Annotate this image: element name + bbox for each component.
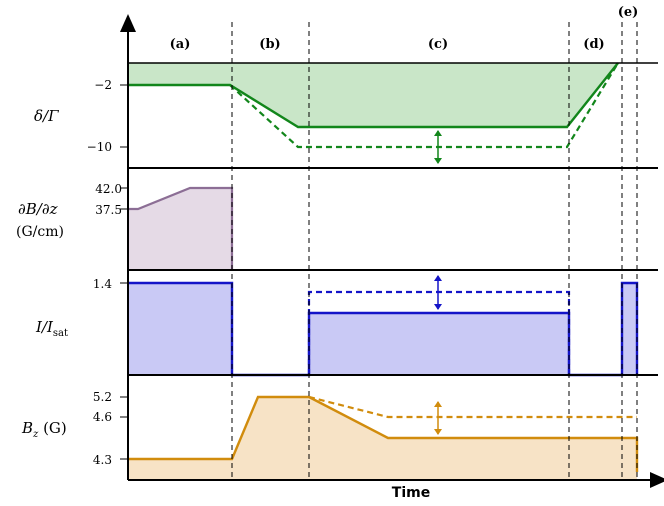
bfield-arrow-up xyxy=(434,401,442,407)
gradient-axis-label: ∂B/∂z xyxy=(18,200,58,218)
gradient-tick-42: 42.0 xyxy=(95,182,122,196)
gradient-panel: 42.0 37.5 ∂B/∂z (G/cm) xyxy=(16,182,234,270)
intensity-arrow-down xyxy=(434,304,442,310)
detuning-arrow-up xyxy=(434,130,442,136)
bfield-line-dashed xyxy=(308,395,637,419)
phase-label-c: (c) xyxy=(428,37,448,52)
intensity-fill-a xyxy=(128,283,232,375)
phase-separators xyxy=(231,22,638,480)
intensity-axis-label: I/Isat xyxy=(35,318,68,339)
gradient-axis-unit: (G/cm) xyxy=(16,224,64,240)
intensity-axis-label-main: I/I xyxy=(35,318,54,336)
intensity-line-dashed xyxy=(307,290,571,375)
gradient-fill xyxy=(128,188,232,270)
intensity-fill-e xyxy=(622,283,637,375)
phase-label-e: (e) xyxy=(618,5,639,20)
bfield-fill xyxy=(128,397,637,480)
detuning-axis-label: δ/Γ xyxy=(34,107,59,125)
bfield-tick-5-2: 5.2 xyxy=(93,390,112,404)
detuning-line-solid xyxy=(128,62,619,129)
bfield-arrow-down xyxy=(434,429,442,435)
bfield-tick-4-3: 4.3 xyxy=(93,453,112,467)
detuning-panel: −2 −10 δ/Γ xyxy=(34,62,658,164)
intensity-axis-label-sub: sat xyxy=(53,328,68,339)
bfield-axis-label-unit: (G) xyxy=(38,419,66,437)
bfield-panel: 5.2 4.6 4.3 Bz (G) xyxy=(21,390,639,480)
bfield-axis-label-main: B xyxy=(21,419,33,437)
detuning-arrow-down xyxy=(434,158,442,164)
intensity-panel: 1.4 I/Isat xyxy=(35,275,639,377)
phase-label-a: (a) xyxy=(170,37,191,52)
intensity-tick-1-4: 1.4 xyxy=(93,277,112,291)
bfield-axis-label-sub: z xyxy=(32,429,39,440)
phase-label-d: (d) xyxy=(583,37,604,52)
bfield-axis-label: Bz (G) xyxy=(21,419,67,440)
detuning-line-dashed xyxy=(229,62,619,149)
bfield-tick-4-6: 4.6 xyxy=(93,410,112,424)
intensity-arrow-up xyxy=(434,275,442,281)
x-axis-title: Time xyxy=(392,485,430,501)
intensity-fill-c xyxy=(309,313,569,375)
phase-label-b: (b) xyxy=(259,37,280,52)
gradient-tick-37-5: 37.5 xyxy=(95,203,122,217)
detuning-tick-minus10: −10 xyxy=(87,140,112,154)
detuning-fill xyxy=(128,63,618,127)
detuning-tick-minus2: −2 xyxy=(94,78,112,92)
